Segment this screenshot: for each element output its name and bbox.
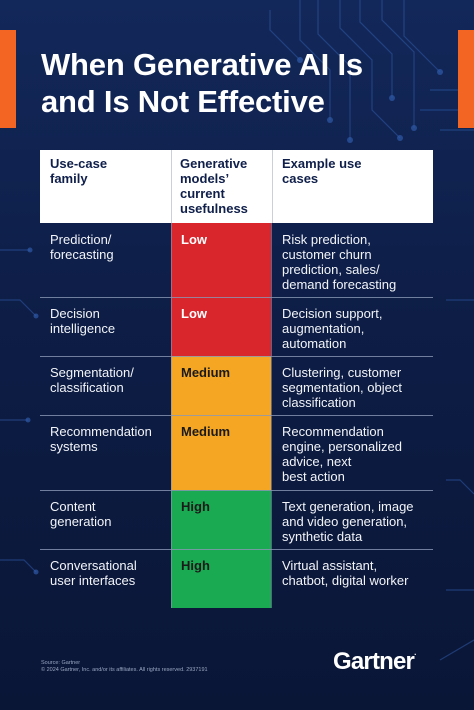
title-line-2: and Is Not Effective	[41, 84, 325, 119]
usefulness-band-medium	[171, 415, 271, 490]
row-divider	[40, 356, 433, 357]
usefulness-band-low	[171, 297, 271, 356]
table-row-examples: Virtual assistant, chatbot, digital work…	[282, 558, 409, 588]
usefulness-band-low	[171, 223, 271, 297]
row-divider	[40, 297, 433, 298]
usefulness-band-medium	[171, 356, 271, 415]
gartner-logo: Gartner.	[333, 648, 417, 676]
header-example-use-cases: Example use cases	[282, 156, 362, 186]
usefulness-band-high	[171, 549, 271, 608]
source-note: Source: Gartner © 2024 Gartner, Inc. and…	[41, 660, 208, 674]
usefulness-label: High	[181, 499, 210, 514]
header-usefulness: Generative models’ current usefulness	[180, 156, 248, 216]
table-row-family: Conversational user interfaces	[50, 558, 137, 588]
row-divider	[40, 490, 433, 491]
header-use-case-family: Use-case family	[50, 156, 108, 186]
accent-bar-right	[458, 30, 474, 128]
table-row-examples: Clustering, customer segmentation, objec…	[282, 365, 402, 410]
row-divider	[40, 415, 433, 416]
table-row-examples: Recommendation engine, personalized advi…	[282, 424, 402, 484]
table-row-examples: Text generation, image and video generat…	[282, 499, 414, 544]
source-line: Source: Gartner	[41, 660, 81, 666]
usefulness-label: Low	[181, 232, 207, 247]
table-row-family: Segmentation/ classification	[50, 365, 134, 395]
header-divider	[171, 150, 172, 223]
table-row-examples: Decision support, augmentation, automati…	[282, 306, 383, 351]
title-line-1: When Generative AI Is	[41, 47, 363, 82]
table-row-family: Prediction/ forecasting	[50, 232, 114, 262]
logo-text: Gartner	[333, 648, 415, 675]
table-row-examples: Risk prediction, customer churn predicti…	[282, 232, 397, 292]
accent-bar-left	[0, 30, 16, 128]
usefulness-label: High	[181, 558, 210, 573]
copyright-line: © 2024 Gartner, Inc. and/or its affiliat…	[41, 667, 208, 673]
usefulness-label: Low	[181, 306, 207, 321]
row-divider	[40, 549, 433, 550]
table-row-family: Content generation	[50, 499, 112, 529]
table-header: Use-case family Generative models’ curre…	[40, 150, 433, 223]
page-title: When Generative AI Is and Is Not Effecti…	[41, 46, 441, 120]
usefulness-label: Medium	[181, 424, 231, 439]
table-row-family: Recommendation systems	[50, 424, 152, 454]
header-divider	[272, 150, 273, 223]
logo-dot: .	[414, 648, 417, 657]
usefulness-label: Medium	[181, 365, 231, 380]
usefulness-band-high	[171, 490, 271, 549]
table-row-family: Decision intelligence	[50, 306, 116, 336]
